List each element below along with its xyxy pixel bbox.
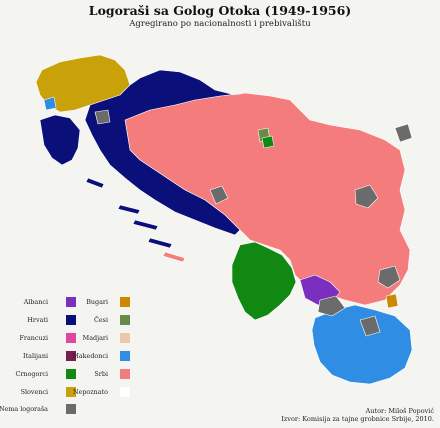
map-title: Logoraši sa Golog Otoka (1949-1956) (88, 3, 352, 18)
region-crnogorci-n (261, 135, 275, 149)
region-makedonci (311, 304, 413, 385)
region-nema-5 (394, 123, 413, 143)
legend-label-hrvati: Hrvati (27, 316, 48, 324)
legend-key-bugari (120, 297, 130, 307)
island-2 (132, 219, 159, 231)
legend-key-srbi (120, 369, 130, 379)
region-makedonci-slo (43, 96, 57, 111)
region-istria (39, 114, 81, 166)
legend-key-slovenci (66, 387, 76, 397)
legend-label-slovenci: Slovenci (20, 388, 48, 396)
legend-label-cesi: Česi (94, 316, 108, 324)
legend-key-madjari (120, 333, 130, 343)
legend-label-madjari: Madjari (82, 334, 108, 342)
legend-label-srbi: Srbi (94, 370, 108, 378)
legend-label-nepoznato: Nepoznato (72, 388, 108, 396)
region-nema-4 (209, 185, 229, 205)
region-crnogorci (231, 241, 297, 321)
region-nema-6 (359, 315, 381, 337)
region-bugari (385, 293, 399, 309)
region-hrvati (84, 69, 246, 236)
legend-key-cesi (120, 315, 130, 325)
legend-label-nema: Nema logoraša (0, 405, 48, 413)
legend-key-francuzi (66, 333, 76, 343)
legend-label-crnogorci: Crnogorci (15, 370, 48, 378)
legend-key-crnogorci (66, 369, 76, 379)
legend-key-albanci (66, 297, 76, 307)
credit-source: Izvor: Komisija za tajne grobnice Srbije… (281, 415, 434, 423)
region-nema-2 (377, 265, 401, 289)
region-nema-1 (354, 184, 379, 209)
legend-label-albanci: Albanci (23, 298, 48, 306)
legend-key-nepoznato (120, 387, 130, 397)
island-1 (117, 204, 141, 215)
island-5 (85, 177, 105, 189)
legend-label-bugari: Bugari (86, 298, 108, 306)
legend-key-makedonci (120, 351, 130, 361)
credit-author: Autor: Miloš Popović (365, 407, 434, 415)
legend-label-makedonci: Makedonci (72, 352, 108, 360)
legend-key-hrvati (66, 315, 76, 325)
legend-key-nema (66, 404, 76, 414)
map-subtitle: Agregirano po nacionalnosti i prebivališ… (129, 19, 311, 29)
island-4 (162, 251, 186, 263)
island-3 (147, 237, 173, 249)
legend-label-italijani: Italijani (23, 352, 48, 360)
region-nema-hr (94, 109, 111, 125)
legend-key-italijani (66, 351, 76, 361)
region-nema-3 (317, 295, 346, 317)
legend-label-francuzi: Francuzi (19, 334, 48, 342)
